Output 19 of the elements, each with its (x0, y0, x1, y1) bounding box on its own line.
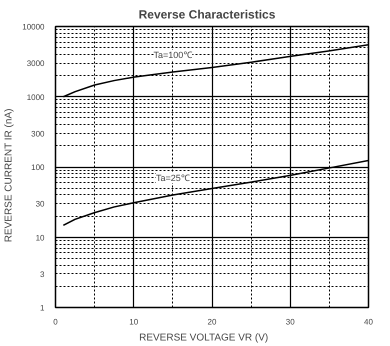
annotation: Ta=25℃ (156, 172, 190, 183)
x-tick-label: 20 (208, 318, 217, 326)
y-tick-label: 300 (31, 129, 46, 138)
annotation: Ta=100℃ (153, 50, 192, 60)
x-tick-label: 0 (53, 318, 58, 326)
y-axis-title: REVERSE CURRENT IR (nA) (3, 108, 14, 242)
x-tick-label: 40 (364, 318, 374, 326)
x-tick-label: 10 (129, 318, 139, 326)
x-tick-label: 30 (286, 318, 296, 326)
y-tick-label: 10 (36, 233, 46, 242)
y-tick-label: 1000 (26, 92, 46, 102)
y-tick-label: 1 (40, 304, 46, 312)
y-tick-label: 30 (36, 200, 46, 209)
y-tick-label: 3000 (26, 59, 46, 68)
x-axis-title: REVERSE VOLTAGE VR (V) (139, 332, 268, 344)
y-tick-label: 10000 (22, 22, 46, 32)
y-tick-label: 100 (31, 163, 46, 172)
y-tick-label: 3 (40, 270, 46, 279)
chart-title: Reverse Characteristics (138, 8, 276, 22)
